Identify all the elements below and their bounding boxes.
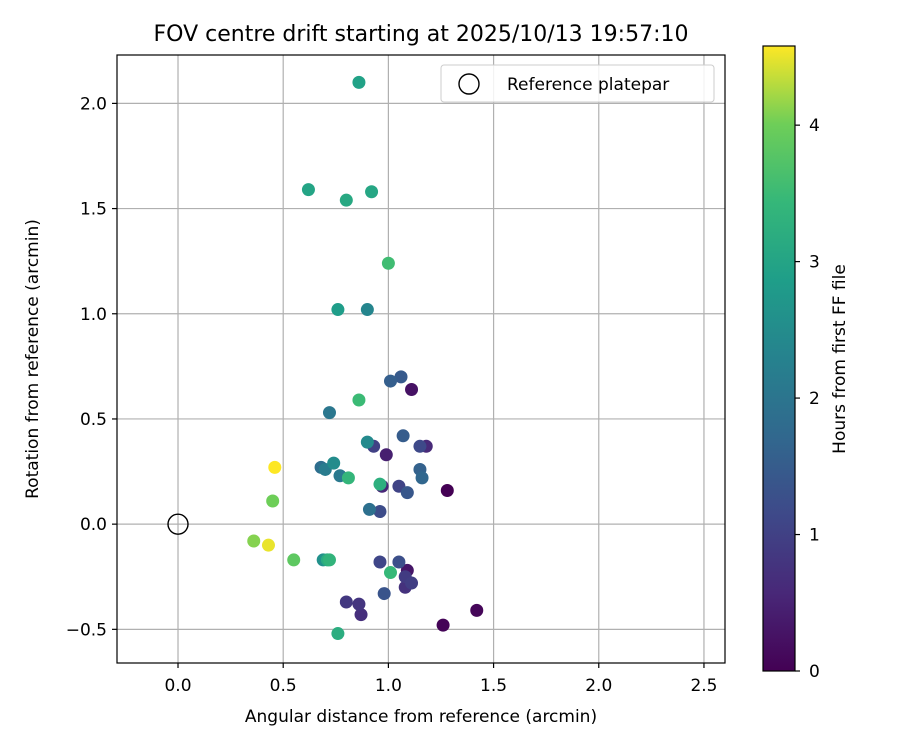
data-point [373, 505, 387, 519]
plot-frame [116, 54, 726, 664]
data-point [322, 406, 336, 420]
data-point [352, 393, 366, 407]
data-point [362, 502, 376, 516]
x-tick-label: 0.0 [164, 676, 191, 696]
data-point [405, 576, 419, 590]
data-point [436, 618, 450, 632]
data-point [268, 460, 282, 474]
y-tick-label: 2.0 [80, 94, 107, 114]
data-point [360, 303, 374, 317]
data-point [415, 471, 429, 485]
chart-title: FOV centre drift starting at 2025/10/13 … [154, 22, 689, 47]
colorbar-tick-label: 2 [809, 389, 820, 409]
data-point [287, 553, 301, 567]
reference-marker [167, 513, 189, 535]
data-point [339, 193, 353, 207]
data-point [379, 448, 393, 462]
x-tick-label: 2.5 [690, 676, 717, 696]
data-point [247, 534, 261, 548]
data-point [266, 494, 280, 508]
data-point [377, 587, 391, 601]
legend-box [440, 64, 715, 103]
legend-label: Reference platepar [507, 75, 669, 95]
y-tick-label: 0.5 [80, 410, 107, 430]
legend-marker [458, 73, 480, 95]
data-point [413, 439, 427, 453]
reference-point-layer [167, 513, 189, 535]
y-axis: −0.5 0.0 0.5 1.0 1.5 2.0 [66, 94, 117, 640]
data-point [341, 471, 355, 485]
data-point [396, 429, 410, 443]
data-point [339, 595, 353, 609]
data-point [400, 486, 414, 500]
colorbar-ticks: 0 1 2 3 4 [795, 116, 820, 682]
data-point [365, 185, 379, 199]
data-point [373, 555, 387, 569]
x-tick-label: 1.0 [375, 676, 402, 696]
data-point [373, 477, 387, 491]
data-point [405, 383, 419, 397]
colorbar-gradient [762, 45, 796, 672]
data-point [440, 483, 454, 497]
colorbar-label: Hours from first FF file [830, 264, 850, 454]
y-tick-label: 1.5 [80, 200, 107, 220]
data-point [327, 456, 341, 470]
data-point [322, 553, 336, 567]
colorbar-tick-label: 1 [809, 526, 820, 546]
y-tick-label: −0.5 [66, 620, 107, 640]
data-point [352, 75, 366, 89]
data-point [392, 555, 406, 569]
y-axis-label: Rotation from reference (arcmin) [23, 219, 43, 499]
data-point [383, 374, 397, 388]
colorbar-tick-label: 4 [809, 116, 820, 136]
data-point [352, 597, 366, 611]
colorbar: 0 1 2 3 4 Hours from first FF file [762, 45, 850, 682]
data-point [331, 303, 345, 317]
colorbar-tick-label: 0 [809, 662, 820, 682]
data-point [261, 538, 275, 552]
y-tick-label: 0.0 [80, 515, 107, 535]
data-point [331, 627, 345, 641]
data-point [360, 435, 374, 449]
data-point [381, 256, 395, 270]
data-point [301, 183, 315, 197]
x-tick-label: 1.5 [480, 676, 507, 696]
data-points [247, 75, 484, 641]
legend: Reference platepar [440, 64, 715, 103]
data-point [354, 608, 368, 622]
y-tick-label: 1.0 [80, 305, 107, 325]
x-axis-label: Angular distance from reference (arcmin) [245, 707, 597, 727]
grid [117, 55, 725, 663]
data-point [470, 603, 484, 617]
colorbar-tick-label: 3 [809, 253, 820, 273]
data-point [394, 370, 408, 384]
data-point [383, 566, 397, 580]
x-tick-label: 0.5 [270, 676, 297, 696]
x-axis: 0.0 0.5 1.0 1.5 2.0 2.5 [164, 663, 717, 696]
x-tick-label: 2.0 [585, 676, 612, 696]
